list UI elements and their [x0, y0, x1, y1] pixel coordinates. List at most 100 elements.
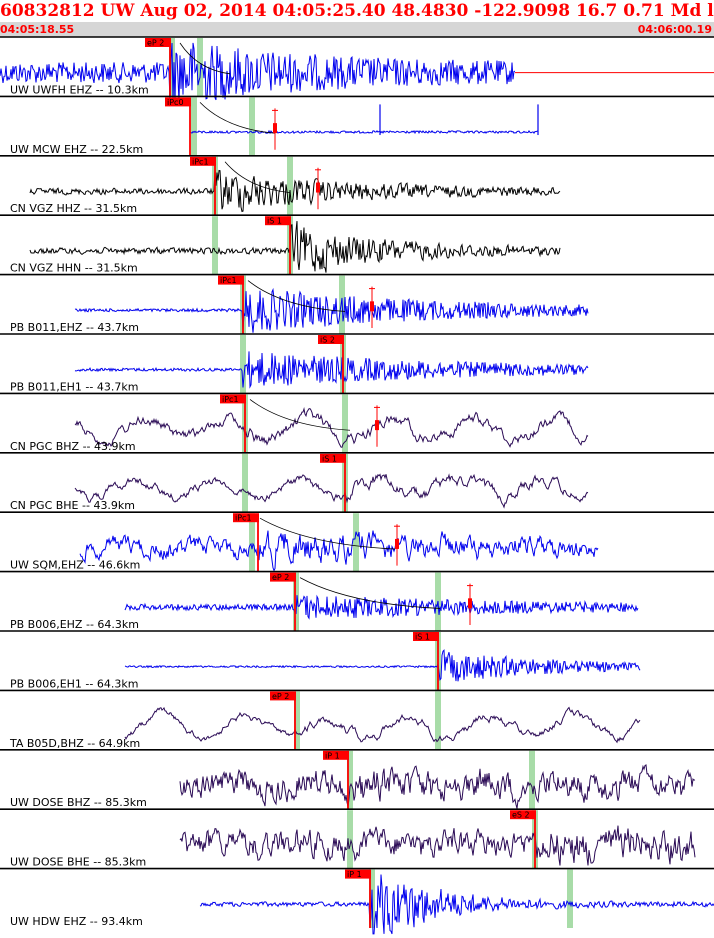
amplitude-marker-box — [273, 123, 277, 134]
phase-pick-flag[interactable] — [323, 750, 349, 760]
channel-row[interactable]: iS 1 CN PGC BHE -- 43.9km — [0, 451, 714, 513]
coda-curve — [179, 42, 231, 75]
channel-row[interactable]: iPc1 UW SQM,EHZ -- 46.6km — [0, 511, 714, 572]
predicted-phase-band — [242, 453, 248, 513]
phase-pick-flag[interactable] — [270, 572, 296, 582]
phase-pick-label: iS 1 — [322, 454, 337, 463]
channel-label: UW UWFH EHZ -- 10.3km — [10, 83, 149, 96]
channel-label: PB B011,EHZ -- 43.7km — [10, 321, 139, 334]
channel-label: UW SQM,EHZ -- 46.6km — [10, 559, 140, 572]
waveform-trace — [189, 129, 539, 135]
phase-pick-label: iPc1 — [220, 276, 237, 285]
predicted-phase-band — [294, 691, 300, 750]
waveform-trace — [124, 649, 641, 682]
amplitude-marker-box — [468, 598, 472, 609]
channel-row[interactable]: eS 2 UW DOSE BHE -- 85.3km — [0, 808, 714, 869]
channel-row[interactable]: iPc0 UW MCW EHZ -- 22.5km — [0, 95, 714, 156]
phase-pick-flag[interactable] — [220, 394, 246, 404]
predicted-phase-band — [529, 750, 535, 810]
waveform-trace — [124, 594, 639, 620]
phase-pick-label: iS 2 — [320, 336, 335, 345]
phase-pick-label: iPc1 — [222, 395, 239, 404]
phase-pick-flag[interactable] — [145, 38, 171, 47]
phase-pick-flag[interactable] — [345, 869, 371, 879]
channel-row[interactable]: iS 1 CN VGZ HHN -- 31.5km — [0, 214, 714, 275]
predicted-phase-band — [197, 38, 203, 97]
phase-pick-label: iPc0 — [167, 98, 184, 107]
coda-curve — [247, 280, 346, 312]
amplitude-marker-box — [316, 182, 320, 193]
channel-row[interactable]: iPc1 CN VGZ HHZ -- 31.5km — [0, 155, 714, 216]
coda-curve — [224, 161, 291, 194]
channel-row[interactable]: iS 1 PB B006,EH1 -- 64.3km — [0, 630, 714, 691]
channel-row[interactable]: iP 1 UW DOSE BHZ -- 85.3km — [0, 748, 714, 810]
channel-row[interactable]: eP 2 PB B006,EHZ -- 64.3km — [0, 570, 714, 631]
amplitude-marker-box — [375, 420, 379, 431]
phase-pick-flag[interactable] — [510, 810, 536, 820]
time-end-label: 04:06:00.19 — [637, 23, 712, 36]
phase-pick-label: iP 1 — [325, 751, 340, 760]
channel-label: CN VGZ HHN -- 31.5km — [10, 262, 138, 275]
predicted-phase-band — [240, 335, 246, 394]
waveform-trace — [124, 706, 641, 744]
channel-label: CN PGC BHE -- 43.9km — [10, 499, 135, 512]
amplitude-marker-box — [395, 538, 399, 549]
phase-pick-label: eP 2 — [147, 39, 164, 48]
waveform-trace — [74, 407, 589, 448]
phase-pick-label: iS 1 — [415, 633, 430, 642]
channel-label: PB B011,EH1 -- 43.7km — [10, 380, 138, 393]
phase-pick-flag[interactable] — [413, 632, 439, 641]
coda-curve — [199, 102, 276, 134]
channel-row[interactable]: iPc1 CN PGC BHZ -- 43.9km — [0, 392, 714, 453]
channel-label: UW DOSE BHZ -- 85.3km — [10, 796, 147, 809]
channel-label: UW HDW EHZ -- 93.4km — [10, 915, 143, 928]
channel-row[interactable]: iPc1 PB B011,EHZ -- 43.7km — [0, 273, 714, 334]
predicted-phase-band — [342, 394, 348, 453]
predicted-phase-band — [293, 572, 299, 631]
waveform-trace — [74, 351, 589, 389]
waveform-trace — [74, 473, 589, 509]
phase-pick-label: iPc1 — [192, 157, 209, 166]
phase-pick-label: eP 2 — [272, 573, 289, 582]
channel-label: UW MCW EHZ -- 22.5km — [10, 143, 143, 156]
phase-pick-label: eS 2 — [512, 811, 530, 820]
channel-label: CN VGZ HHZ -- 31.5km — [10, 202, 137, 215]
phase-pick-flag[interactable] — [218, 275, 244, 285]
coda-curve — [299, 577, 441, 609]
waveform-trace — [0, 42, 516, 103]
phase-pick-flag[interactable] — [190, 156, 216, 166]
waveform-trace — [179, 825, 696, 866]
channel-label: PB B006,EHZ -- 64.3km — [10, 618, 139, 631]
channel-row[interactable]: iS 2 PB B011,EH1 -- 43.7km — [0, 333, 714, 394]
channel-row[interactable]: iP 1 UW HDW EHZ -- 93.4km — [0, 867, 714, 935]
channel-row[interactable]: eP 2 UW UWFH EHZ -- 10.3km — [0, 36, 714, 103]
waveform-trace — [29, 169, 561, 213]
phase-pick-label: eP 2 — [272, 692, 289, 701]
predicted-phase-band — [249, 97, 255, 156]
phase-pick-flag[interactable] — [165, 97, 191, 107]
time-start-label: 04:05:18.55 — [0, 23, 75, 36]
phase-pick-label: iP 1 — [347, 870, 362, 879]
predicted-phase-band — [287, 156, 293, 216]
event-header-title: 60832812 UW Aug 02, 2014 04:05:25.40 48.… — [0, 1, 714, 21]
waveform-trace — [79, 530, 599, 572]
phase-pick-flag[interactable] — [265, 216, 291, 226]
amplitude-marker-box — [370, 301, 374, 312]
predicted-phase-band — [347, 810, 353, 869]
channel-row[interactable]: eP 2 TA B05D,BHZ -- 64.9km — [0, 689, 714, 750]
phase-pick-flag[interactable] — [270, 691, 296, 701]
coda-curve — [249, 399, 351, 431]
predicted-phase-band — [191, 97, 197, 156]
channel-label: UW DOSE BHE -- 85.3km — [10, 856, 146, 869]
phase-pick-flag[interactable] — [233, 513, 259, 523]
phase-pick-flag[interactable] — [320, 453, 346, 463]
time-range-bar: 04:05:18.55 04:06:00.19 — [0, 22, 714, 37]
predicted-phase-band — [249, 513, 255, 572]
phase-pick-label: iS 1 — [267, 217, 282, 226]
phase-pick-flag[interactable] — [318, 335, 344, 344]
channel-label: PB B006,EH1 -- 64.3km — [10, 677, 138, 690]
waveform-trace — [199, 874, 714, 935]
predicted-phase-band — [567, 869, 573, 928]
coda-curve — [259, 517, 396, 550]
